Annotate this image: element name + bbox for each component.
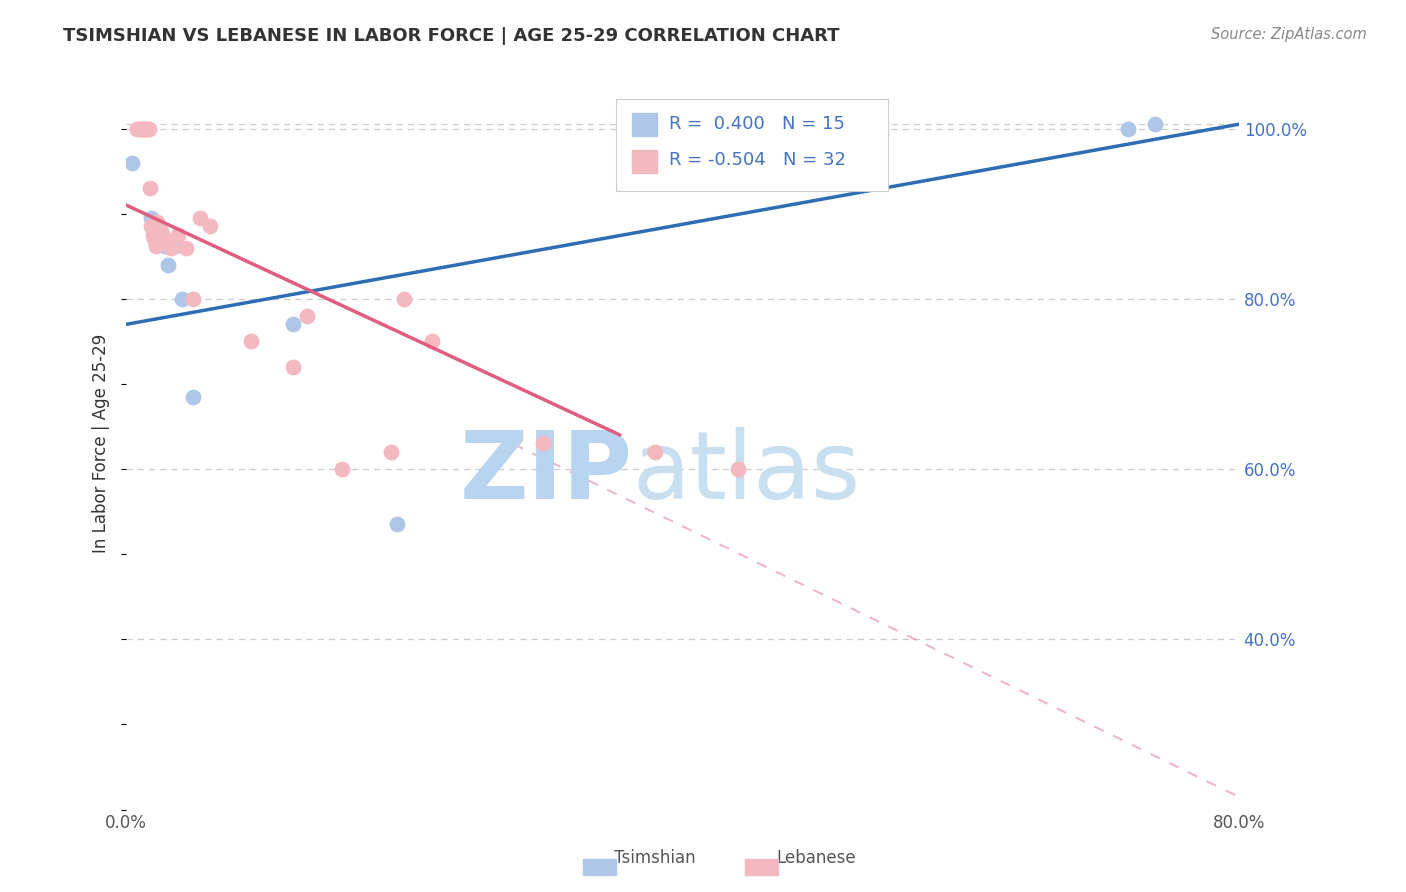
Point [155, 232, 177, 246]
Point [163, 239, 186, 253]
Point [420, 334, 443, 349]
Point [188, 211, 211, 225]
Point [1144, 117, 1167, 131]
Point [145, 239, 167, 253]
Text: Tsimshian: Tsimshian [614, 849, 696, 867]
Point [727, 462, 749, 476]
Point [387, 517, 409, 532]
Point [141, 219, 163, 234]
Point [174, 241, 197, 255]
Point [394, 292, 416, 306]
Y-axis label: In Labor Force | Age 25-29: In Labor Force | Age 25-29 [93, 334, 110, 553]
Point [1116, 121, 1139, 136]
Text: ZIP: ZIP [460, 426, 633, 519]
Point [283, 359, 305, 374]
Point [149, 236, 172, 251]
Point [143, 232, 166, 246]
Point [139, 181, 162, 195]
Point [150, 224, 173, 238]
Point [380, 445, 402, 459]
Point [136, 121, 159, 136]
Text: R = -0.504   N = 32: R = -0.504 N = 32 [669, 151, 846, 169]
Point [134, 121, 156, 136]
Point [155, 239, 177, 253]
Point [138, 121, 160, 136]
Point [135, 121, 157, 136]
Point [330, 462, 353, 476]
Text: R =  0.400   N = 15: R = 0.400 N = 15 [669, 114, 845, 133]
FancyBboxPatch shape [633, 113, 657, 136]
Point [146, 215, 169, 229]
Text: Lebanese: Lebanese [776, 849, 856, 867]
Point [152, 227, 174, 242]
Text: atlas: atlas [633, 426, 860, 519]
Point [295, 309, 318, 323]
Text: TSIMSHIAN VS LEBANESE IN LABOR FORCE | AGE 25-29 CORRELATION CHART: TSIMSHIAN VS LEBANESE IN LABOR FORCE | A… [63, 27, 839, 45]
Point [131, 121, 153, 136]
FancyBboxPatch shape [633, 150, 657, 173]
Point [240, 334, 263, 349]
Point [146, 232, 169, 246]
Point [198, 219, 221, 234]
Point [181, 390, 204, 404]
Point [159, 241, 181, 255]
Point [644, 445, 666, 459]
Point [181, 292, 204, 306]
Point [132, 121, 155, 136]
Point [283, 318, 305, 332]
Point [129, 121, 152, 136]
Point [157, 258, 180, 272]
Point [141, 211, 163, 225]
Text: Source: ZipAtlas.com: Source: ZipAtlas.com [1211, 27, 1367, 42]
Point [533, 436, 555, 450]
Point [170, 292, 193, 306]
Point [127, 121, 149, 136]
Point [166, 227, 188, 242]
FancyBboxPatch shape [616, 99, 889, 191]
Point [143, 224, 166, 238]
Point [142, 227, 165, 242]
Point [121, 155, 143, 169]
